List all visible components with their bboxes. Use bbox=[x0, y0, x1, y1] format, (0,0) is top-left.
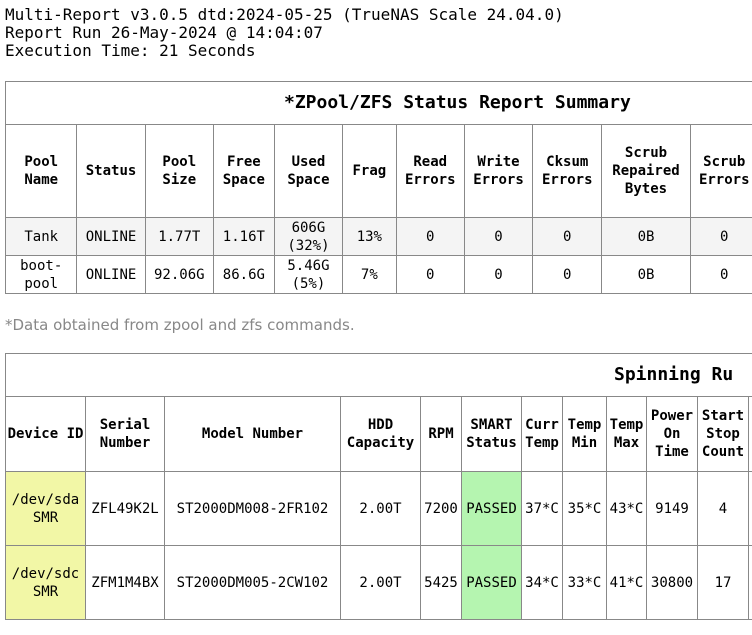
column-header: Scrub Repaired Bytes bbox=[601, 124, 691, 218]
column-header: Read Errors bbox=[395, 124, 465, 218]
cell: boot-pool bbox=[4, 255, 78, 294]
cell: 30800 bbox=[646, 545, 698, 620]
spinning-table: Spinning Ru Device ID Serial Number Model N… bbox=[4, 353, 752, 620]
cell: 35*C bbox=[562, 471, 607, 546]
cell: 0 bbox=[395, 217, 465, 256]
cell: ZFL49K2L bbox=[85, 471, 165, 546]
column-header: Cksum Errors bbox=[532, 124, 603, 218]
header-line: Report Run 26-May-2024 @ 14:04:07 bbox=[5, 23, 323, 42]
column-header: HDD Capacity bbox=[340, 396, 421, 472]
column-header: RPM bbox=[420, 396, 462, 472]
cell: 1.16T bbox=[212, 217, 275, 256]
column-header: Device ID bbox=[5, 396, 86, 472]
cell: 2.00T bbox=[340, 545, 421, 620]
column-header: Power On Time bbox=[646, 396, 698, 472]
title-row: *ZPool/ZFS Status Report Summary bbox=[5, 81, 752, 125]
cell: 606G (32%) bbox=[273, 217, 344, 256]
cell: 2.00T bbox=[340, 471, 421, 546]
cell: PASSED bbox=[461, 545, 522, 620]
cell: /dev/sdc SMR bbox=[5, 545, 86, 620]
column-header: Start Stop Count bbox=[697, 396, 749, 472]
cell: 0B bbox=[601, 255, 691, 294]
cell: 7200 bbox=[420, 471, 462, 546]
column-header: Write Errors bbox=[463, 124, 534, 218]
column-header: Frag bbox=[342, 124, 397, 218]
cell: 9149 bbox=[646, 471, 698, 546]
header-line: Multi-Report v3.0.5 dtd:2024-05-25 (True… bbox=[5, 5, 564, 24]
cell: 41*C bbox=[606, 545, 647, 620]
cell: 92.06G bbox=[144, 255, 214, 294]
column-header: Used Space bbox=[273, 124, 344, 218]
cell: 0 bbox=[689, 255, 752, 294]
cell: 0 bbox=[532, 217, 603, 256]
cell: 17 bbox=[697, 545, 749, 620]
cell-clipped bbox=[747, 471, 752, 546]
cell: ZFM1M4BX bbox=[85, 545, 165, 620]
header-row: Pool Name Status Pool Size Free Space Used S… bbox=[4, 124, 752, 218]
cell: 0 bbox=[689, 217, 752, 256]
data-row: /dev/sda SMR ZFL49K2L ST2000DM008-2FR102 2.… bbox=[5, 471, 752, 546]
header-line: Execution Time: 21 Seconds bbox=[5, 41, 256, 60]
column-header: Status bbox=[76, 124, 146, 218]
cell: 0 bbox=[395, 255, 465, 294]
cell: 7% bbox=[342, 255, 397, 294]
column-header-clipped bbox=[747, 396, 752, 472]
column-header: Temp Max bbox=[606, 396, 647, 472]
cell: 0 bbox=[463, 255, 534, 294]
data-row: /dev/sdc SMR ZFM1M4BX ST2000DM005-2CW102 2.… bbox=[5, 545, 752, 620]
column-header: Curr Temp bbox=[521, 396, 563, 472]
cell: 33*C bbox=[562, 545, 607, 620]
column-header: Serial Number bbox=[85, 396, 165, 472]
cell: 13% bbox=[342, 217, 397, 256]
zpool-table: *ZPool/ZFS Status Report Summary Pool Nam… bbox=[4, 81, 752, 294]
cell: ST2000DM005-2CW102 bbox=[164, 545, 341, 620]
cell: 34*C bbox=[521, 545, 563, 620]
cell: 0 bbox=[532, 255, 603, 294]
cell: ONLINE bbox=[76, 255, 146, 294]
cell: 1.77T bbox=[144, 217, 214, 256]
column-header: Pool Name bbox=[4, 124, 78, 218]
cell: PASSED bbox=[461, 471, 522, 546]
column-header: Free Space bbox=[212, 124, 275, 218]
column-header: Pool Size bbox=[144, 124, 214, 218]
table-title: *ZPool/ZFS Status Report Summary bbox=[5, 81, 752, 125]
report-header: Multi-Report v3.0.5 dtd:2024-05-25 (True… bbox=[5, 6, 564, 60]
table-title: Spinning Ru bbox=[4, 353, 752, 397]
cell: 0 bbox=[463, 217, 534, 256]
cell: 4 bbox=[697, 471, 749, 546]
note: *Data obtained from zpool and zfs comman… bbox=[5, 316, 355, 334]
column-header: Model Number bbox=[164, 396, 341, 472]
cell: 0B bbox=[601, 217, 691, 256]
title-row: Spinning Ru bbox=[4, 353, 752, 397]
cell-clipped bbox=[747, 545, 752, 620]
cell: 5.46G (5%) bbox=[273, 255, 344, 294]
cell: 37*C bbox=[521, 471, 563, 546]
data-row: boot-pool ONLINE 92.06G 86.6G 5.46G (5%) 7% 0 0… bbox=[4, 255, 752, 294]
cell: 43*C bbox=[606, 471, 647, 546]
header-row: Device ID Serial Number Model Number HDD Ca… bbox=[5, 396, 752, 472]
cell: ST2000DM008-2FR102 bbox=[164, 471, 341, 546]
cell: 86.6G bbox=[212, 255, 275, 294]
column-header: Scrub Errors bbox=[689, 124, 752, 218]
cell: ONLINE bbox=[76, 217, 146, 256]
cell: 5425 bbox=[420, 545, 462, 620]
column-header: SMART Status bbox=[461, 396, 522, 472]
cell: Tank bbox=[4, 217, 78, 256]
column-header: Temp Min bbox=[562, 396, 607, 472]
cell: /dev/sda SMR bbox=[5, 471, 86, 546]
